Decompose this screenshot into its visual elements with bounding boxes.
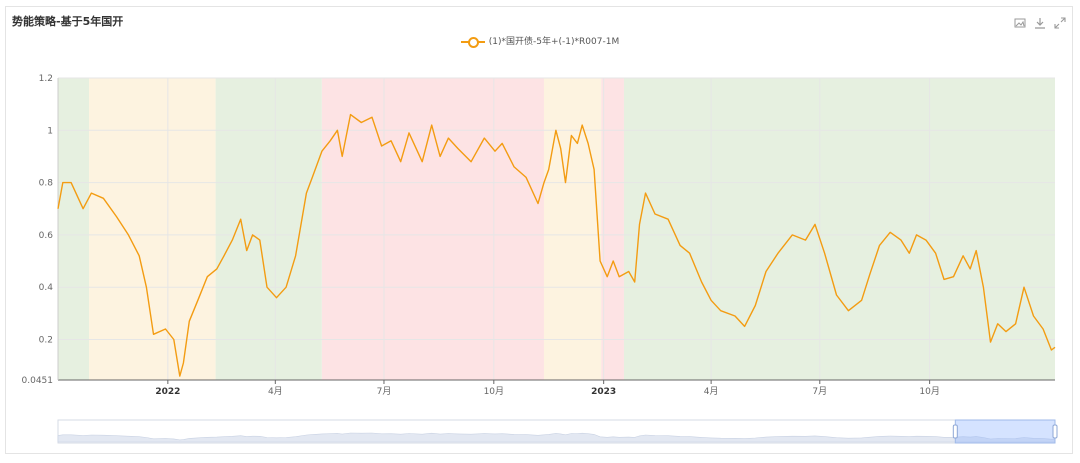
zoom-handle-left[interactable] xyxy=(952,424,958,439)
x-tick-label: 10月 xyxy=(484,386,504,397)
y-tick-label: 0.2 xyxy=(39,335,53,345)
y-tick-label: 0.4 xyxy=(39,283,54,293)
zoom-handle-right[interactable] xyxy=(1052,424,1058,439)
x-axis: 2022 4月 7月 10月 2023 4月 7月 10月 xyxy=(58,379,1055,397)
y-tick-label: 0.0451 xyxy=(22,376,54,386)
series-layer xyxy=(57,113,1056,377)
x-tick-label: 10月 xyxy=(919,386,939,397)
y-tick-label: 0.8 xyxy=(39,179,54,189)
zoom-preview xyxy=(57,432,1056,443)
regime-band-yellow xyxy=(89,78,216,380)
image-icon[interactable] xyxy=(1014,14,1026,28)
regime-band-green xyxy=(623,78,1055,380)
x-tick-label: 2022 xyxy=(155,387,180,397)
series-line xyxy=(57,113,1056,377)
expand-icon[interactable] xyxy=(1054,14,1066,29)
chart-title: 势能策略-基于5年国开 xyxy=(12,15,124,28)
regime-band-green xyxy=(58,78,90,380)
y-tick-label: 0.6 xyxy=(39,231,54,241)
zoom-window[interactable] xyxy=(954,419,1056,444)
grid-lines xyxy=(58,77,1055,381)
regime-band-red xyxy=(601,78,624,380)
x-tick-label: 4月 xyxy=(268,386,283,397)
datazoom-slider xyxy=(57,419,1058,444)
y-tick-label: 1.2 xyxy=(39,74,53,84)
y-axis: 0.0451 0.2 0.4 0.6 0.8 1 1.2 xyxy=(22,74,59,386)
download-icon[interactable] xyxy=(1034,14,1046,29)
regime-bands xyxy=(58,78,1055,380)
x-tick-label: 4月 xyxy=(704,386,719,397)
chart-toolbox xyxy=(1014,14,1066,29)
chart-legend[interactable]: (1)*国开债-5年+(-1)*R007-1M xyxy=(0,34,1080,48)
x-tick-label: 2023 xyxy=(591,387,616,397)
x-tick-label: 7月 xyxy=(377,386,392,397)
regime-band-yellow xyxy=(543,78,602,380)
regime-band-green xyxy=(215,78,322,380)
x-tick-label: 7月 xyxy=(812,386,827,397)
regime-band-red xyxy=(321,78,544,380)
y-tick-label: 1 xyxy=(47,126,53,136)
legend-label: (1)*国开债-5年+(-1)*R007-1M xyxy=(488,37,620,47)
legend-marker-icon xyxy=(460,36,485,48)
